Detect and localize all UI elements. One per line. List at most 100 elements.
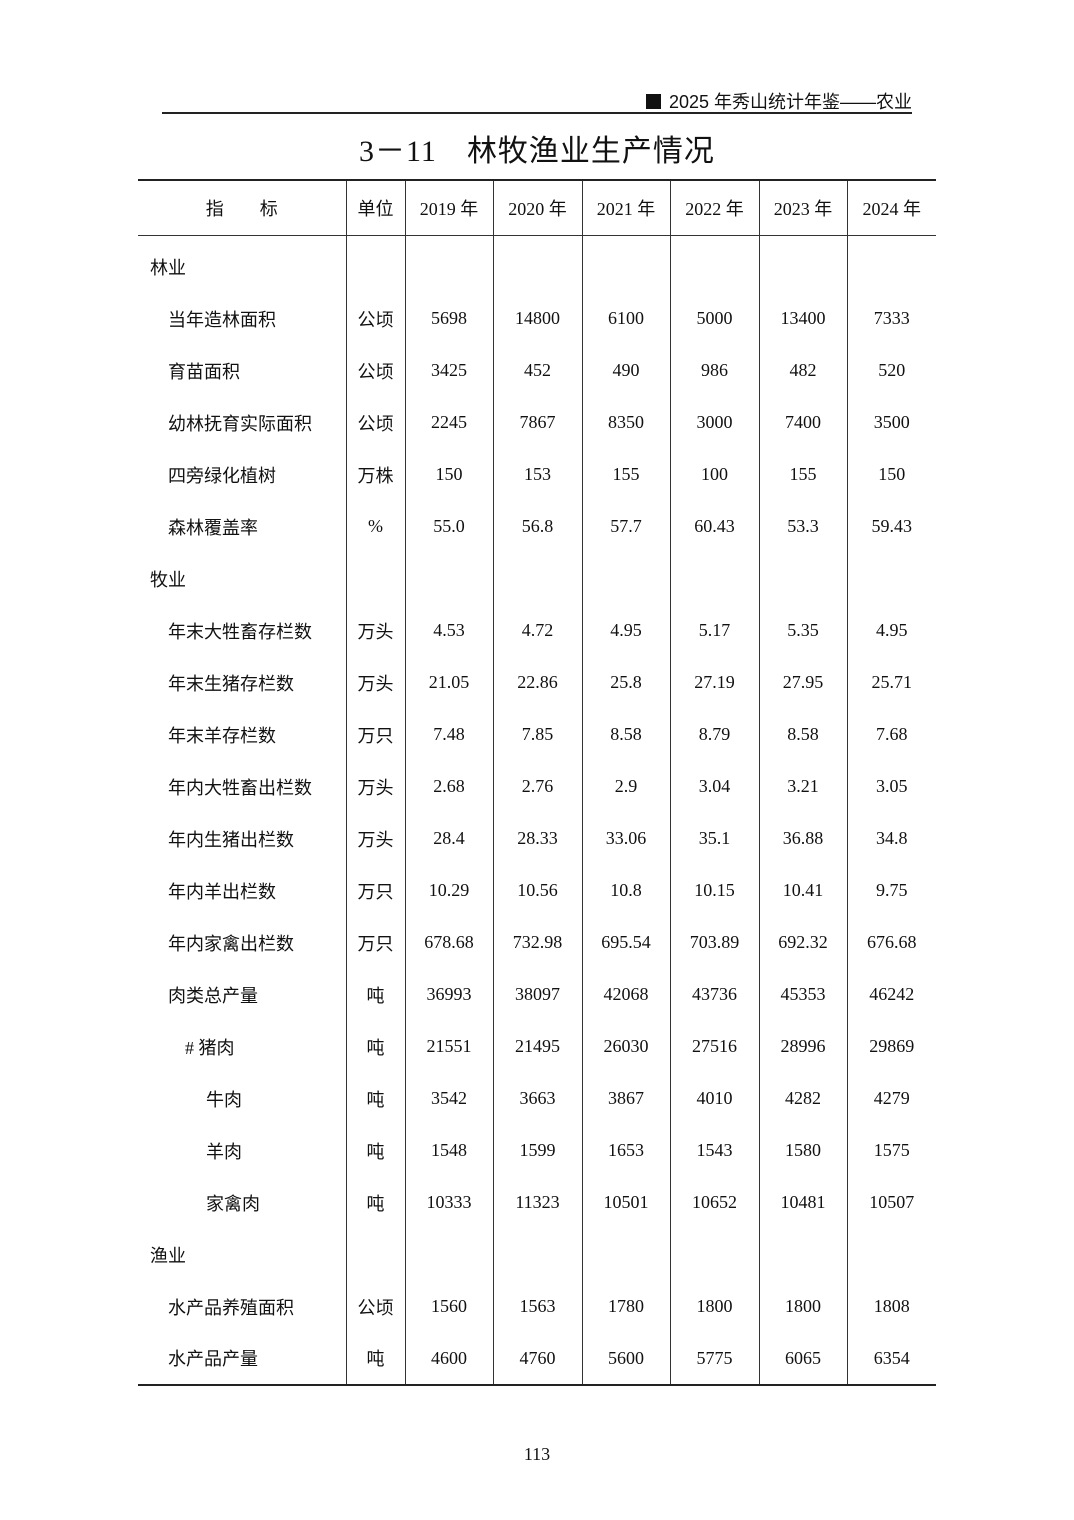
cell-value: 3000: [669, 396, 759, 449]
row-unit: 公顷: [345, 396, 405, 449]
row-unit: 万头: [345, 656, 405, 709]
cell-value: 55.0: [404, 500, 493, 553]
row-label: 牧业: [150, 569, 186, 590]
cell-value: 8.79: [669, 708, 759, 761]
cell-value: [581, 552, 670, 605]
row-label: 年末大牲畜存栏数: [168, 621, 312, 642]
cell-value: 29869: [846, 1020, 936, 1073]
cell-value: [846, 552, 936, 605]
cell-value: 3542: [404, 1072, 493, 1125]
cell-value: 3.05: [846, 760, 936, 813]
table-row: 水产品产量 吨 4600 4760 5600 5775 6065 6354: [138, 1332, 936, 1385]
table-row: 年内家禽出栏数 万只 678.68 732.98 695.54 703.89 692.32 6…: [138, 916, 936, 969]
cell-value: 4760: [492, 1332, 582, 1385]
square-bullet-icon: [645, 93, 661, 109]
cell-value: 10.15: [669, 864, 759, 917]
cell-value: 28.33: [492, 812, 582, 865]
cell-value: 7400: [758, 396, 847, 449]
header-year: 2022 年: [669, 180, 759, 236]
cell-value: 42068: [581, 968, 670, 1021]
cell-value: 57.7: [581, 500, 670, 553]
cell-value: 2.76: [492, 760, 582, 813]
cell-value: 8.58: [758, 708, 847, 761]
header-year: 2024 年: [846, 180, 936, 236]
cell-value: 2.68: [404, 760, 493, 813]
cell-value: 34.8: [846, 812, 936, 865]
row-unit: 吨: [345, 1020, 405, 1073]
cell-value: 1800: [758, 1280, 847, 1333]
cell-value: 8.58: [581, 708, 670, 761]
cell-value: 4282: [758, 1072, 847, 1125]
cell-value: 36993: [404, 968, 493, 1021]
row-label: 水产品产量: [168, 1349, 258, 1369]
cell-value: 5600: [581, 1332, 670, 1385]
cell-value: 10481: [758, 1176, 847, 1229]
row-unit: 万头: [345, 760, 405, 813]
row-unit: 万只: [345, 864, 405, 917]
cell-value: 9.75: [846, 864, 936, 917]
cell-value: 5775: [669, 1332, 759, 1385]
cell-value: 25.8: [581, 656, 670, 709]
cell-value: 1543: [669, 1124, 759, 1177]
cell-value: [669, 1228, 759, 1281]
cell-value: 452: [492, 344, 582, 397]
row-label: 四旁绿化植树: [168, 465, 276, 486]
cell-value: 150: [846, 448, 936, 501]
row-unit: 公顷: [345, 1280, 405, 1333]
cell-value: [581, 1228, 670, 1281]
header-year: 2023 年: [758, 180, 847, 236]
cell-value: [846, 1228, 936, 1281]
cell-value: 676.68: [846, 916, 936, 969]
cell-value: 3663: [492, 1072, 582, 1125]
cell-value: 1808: [846, 1280, 936, 1333]
cell-value: [492, 552, 582, 605]
cell-value: 100: [669, 448, 759, 501]
row-label: 林业: [150, 257, 186, 278]
cell-value: 46242: [846, 968, 936, 1021]
page-number: 113: [523, 1444, 551, 1464]
cell-value: 5000: [669, 292, 759, 345]
cell-value: 7867: [492, 396, 582, 449]
cell-value: 695.54: [581, 916, 670, 969]
cell-value: [492, 240, 582, 293]
cell-value: 3867: [581, 1072, 670, 1125]
row-unit: 万只: [345, 916, 405, 969]
row-unit: %: [345, 500, 405, 553]
cell-value: 7333: [846, 292, 936, 345]
row-unit: 吨: [345, 1124, 405, 1177]
cell-value: 1580: [758, 1124, 847, 1177]
header-rule: [162, 112, 912, 114]
table-row: 羊肉 吨 1548 1599 1653 1543 1580 1575: [138, 1124, 936, 1177]
cell-value: 3.04: [669, 760, 759, 813]
cell-value: 33.06: [581, 812, 670, 865]
cell-value: 25.71: [846, 656, 936, 709]
cell-value: 482: [758, 344, 847, 397]
row-label: 年末羊存栏数: [168, 725, 276, 746]
row-unit: 万只: [345, 708, 405, 761]
section-row: 渔业: [138, 1228, 936, 1281]
page-title: 3－11 林牧渔业生产情况: [0, 126, 1074, 170]
table-row: 森林覆盖率% 55.0 56.8 57.7 60.43 53.3 59.43: [138, 500, 936, 553]
cell-value: 4279: [846, 1072, 936, 1125]
cell-value: 1780: [581, 1280, 670, 1333]
row-label: 羊肉: [206, 1141, 242, 1162]
cell-value: 155: [758, 448, 847, 501]
cell-value: 8350: [581, 396, 670, 449]
cell-value: 1599: [492, 1124, 582, 1177]
cell-value: 10652: [669, 1176, 759, 1229]
cell-value: 36.88: [758, 812, 847, 865]
row-unit: [345, 1228, 405, 1281]
cell-value: 10.29: [404, 864, 493, 917]
table-row: 牛肉 吨 3542 3663 3867 4010 4282 4279: [138, 1072, 936, 1125]
cell-value: 53.3: [758, 500, 847, 553]
header-indicator: 指 标: [138, 180, 346, 236]
table-row: 家禽肉 吨 10333 11323 10501 10652 10481 10507: [138, 1176, 936, 1229]
cell-value: 27.19: [669, 656, 759, 709]
row-unit: 吨: [345, 1176, 405, 1229]
cell-value: 27.95: [758, 656, 847, 709]
cell-value: [669, 240, 759, 293]
table-title: 林牧渔业生产情况: [466, 135, 715, 168]
cell-value: 2.9: [581, 760, 670, 813]
cell-value: 6354: [846, 1332, 936, 1385]
cell-value: 56.8: [492, 500, 582, 553]
